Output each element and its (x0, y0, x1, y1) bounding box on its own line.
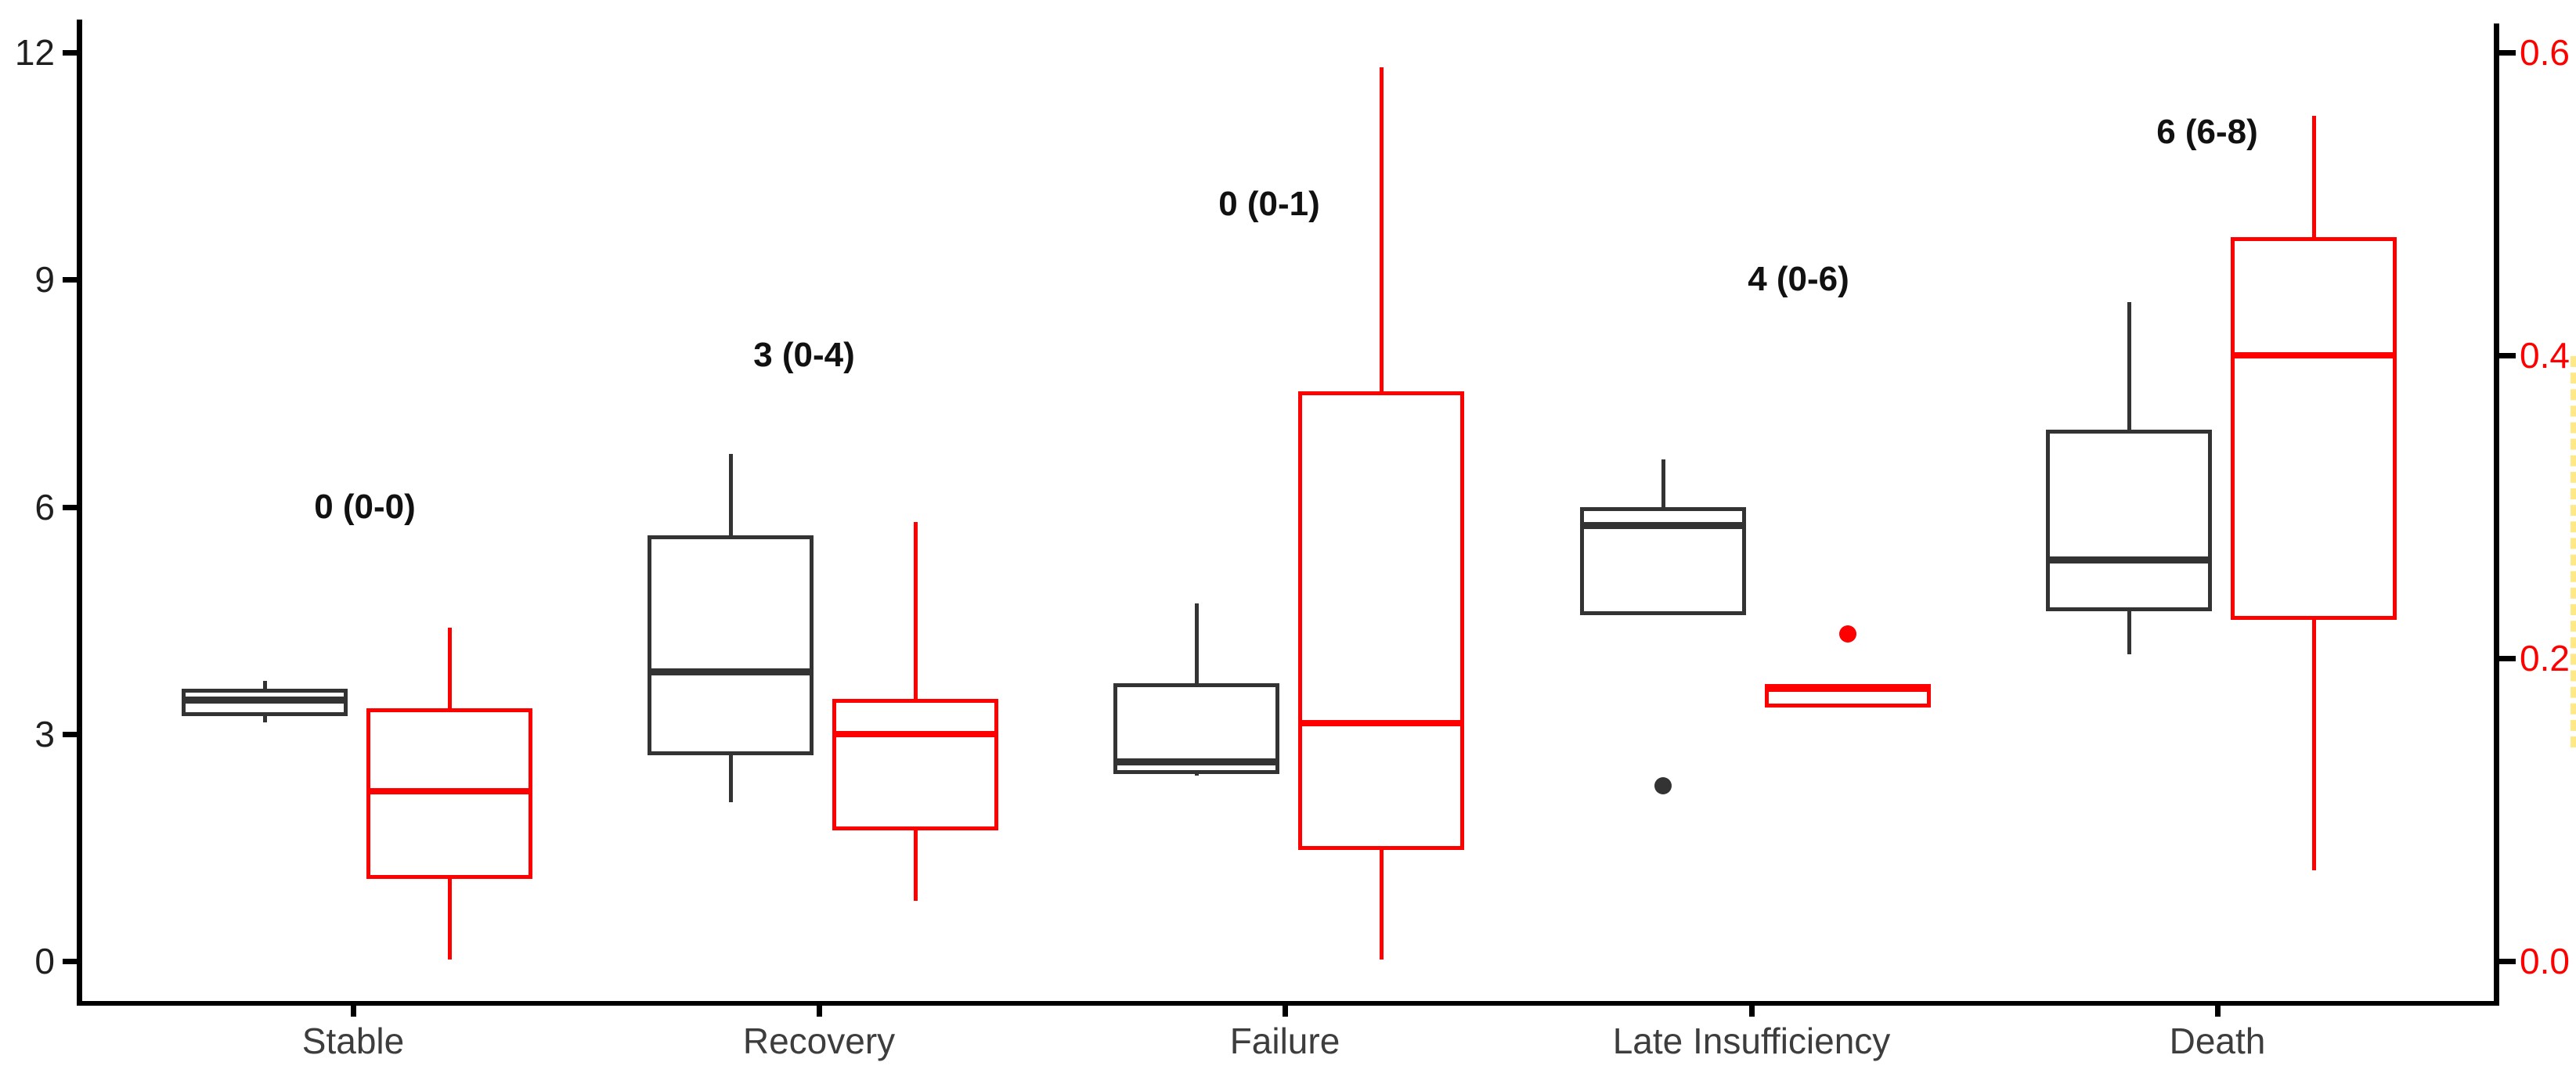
left-axis-line (77, 20, 82, 1006)
right-edge-faint-marks (2571, 356, 2576, 747)
x-axis-tick (1283, 1006, 1288, 1017)
iqr-box (2046, 429, 2212, 612)
median-range-annotation: 6 (6-8) (2156, 112, 2258, 151)
right-axis-tick-label: 0.2 (2520, 638, 2570, 679)
x-axis-category-label: Late Insufficiency (1612, 1021, 1891, 1061)
x-axis-tick (1749, 1006, 1755, 1017)
x-axis-category-label: Recovery (742, 1021, 896, 1061)
left-axis-tick (63, 50, 79, 56)
right-axis-tick (2499, 50, 2516, 56)
x-axis-tick (351, 1006, 356, 1017)
right-axis-tick (2499, 959, 2516, 964)
iqr-box (832, 699, 998, 830)
x-axis-line (77, 1001, 2498, 1006)
right-axis-tick (2499, 353, 2516, 358)
median-range-annotation: 4 (0-6) (1748, 260, 1849, 299)
left-axis-tick-label: 0 (34, 941, 55, 981)
median-range-annotation: 0 (0-0) (314, 487, 416, 526)
median-range-annotation: 0 (0-1) (1218, 184, 1320, 223)
right-axis-tick-label: 0.4 (2520, 335, 2570, 376)
median-line (1580, 522, 1746, 530)
left-axis-tick (63, 731, 79, 737)
right-axis-line (2494, 23, 2499, 1006)
iqr-box (648, 535, 814, 755)
left-axis-tick-label: 3 (34, 713, 55, 754)
outlier-point (1839, 625, 1856, 643)
left-axis-tick-label: 6 (34, 486, 55, 527)
right-axis-tick (2499, 656, 2516, 661)
median-line (2046, 556, 2212, 564)
x-axis-category-label: Failure (1229, 1021, 1340, 1061)
median-line (832, 730, 998, 737)
right-axis-tick-label: 0.6 (2520, 32, 2570, 73)
left-axis-tick (63, 277, 79, 283)
median-line (648, 668, 814, 675)
x-axis-tick (2215, 1006, 2221, 1017)
x-axis-tick (817, 1006, 822, 1017)
iqr-box (1298, 391, 1464, 850)
median-line (1765, 685, 1931, 692)
left-axis-tick-label: 9 (34, 259, 55, 301)
outlier-point (1654, 776, 1672, 794)
right-axis-tick-label: 0.0 (2520, 941, 2570, 981)
median-range-annotation: 3 (0-4) (753, 336, 855, 374)
left-axis-tick (63, 959, 79, 964)
median-line (366, 788, 532, 795)
median-line (2231, 352, 2397, 358)
median-line (1113, 758, 1279, 766)
left-axis-tick (63, 504, 79, 510)
median-line (1298, 720, 1464, 727)
x-axis-category-label: Stable (301, 1021, 405, 1061)
median-line (182, 696, 348, 704)
iqr-box (2231, 237, 2397, 620)
x-axis-category-label: Death (2169, 1021, 2266, 1061)
left-axis-tick-label: 12 (14, 32, 55, 73)
